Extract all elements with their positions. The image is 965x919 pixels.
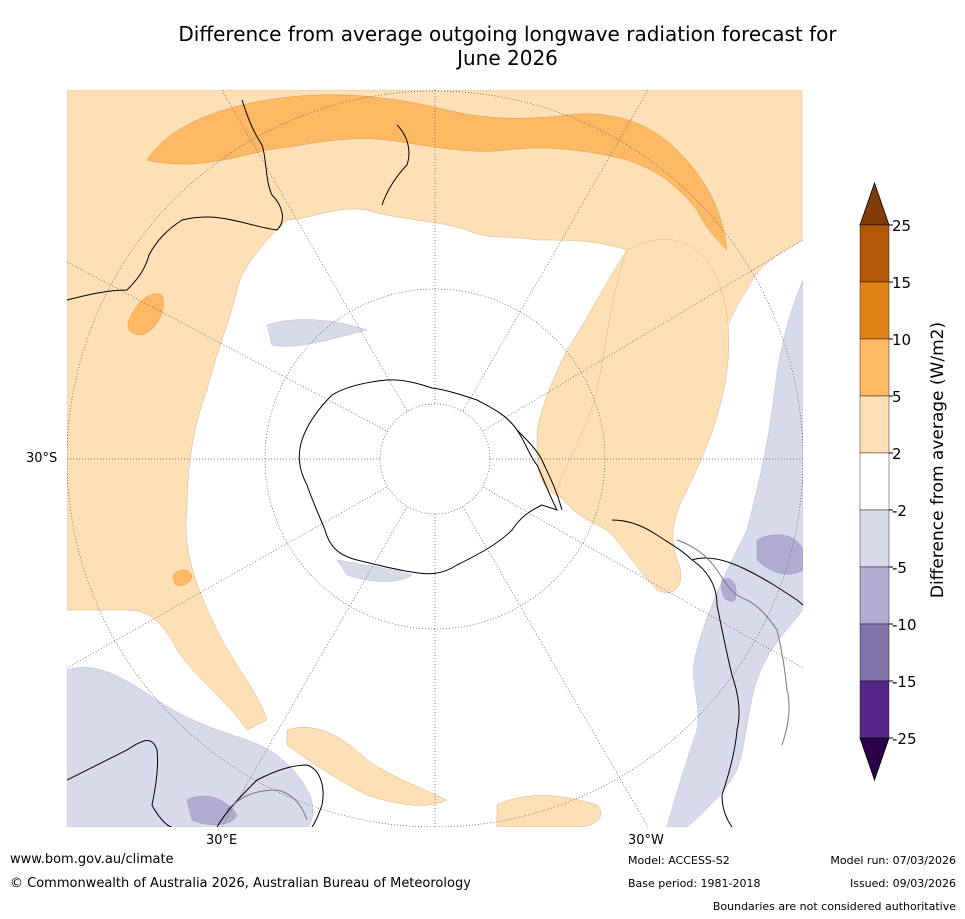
colorbar-extend-bottom [859,737,890,782]
colorbar-bin [859,281,890,340]
footer-model-run: Model run: 07/03/2026 [830,854,956,867]
country-boundary-2 [226,789,308,821]
colorbar-bin [859,566,890,625]
anomaly-region-negative-southeast [666,279,803,827]
anomaly-region-negative-southwest [67,667,313,827]
anomaly-region-negative-ring [266,319,368,347]
antarctic-peninsula [516,429,563,511]
anomaly-region-medium-negative-2 [186,795,238,825]
colorbar-tick-label: -25 [892,730,917,748]
australia-coastline [67,740,173,827]
colorbar-ticks: 25 15 10 5 2 -2 -5 -10 -15 -25 [889,217,917,748]
south-america-coastline-1 [67,99,283,301]
colorbar-tick-label: -2 [892,502,907,520]
colorbar-tick-label: -10 [892,616,917,634]
polar-map [67,90,803,827]
meridian-line [67,486,388,669]
africa-coastline [381,124,410,206]
colorbar-bin [859,452,890,511]
anomaly-region-moderate-spot-2 [172,569,193,586]
title-line-1: Difference from average outgoing longwav… [178,22,837,46]
south-america-coastline-2 [611,519,740,827]
anomaly-region-medium-negative-3 [721,578,737,602]
lon-label-30e: 30°E [206,833,238,848]
colorbar: 25 15 10 5 2 -2 -5 -10 -15 -25 Difference from av… [855,180,965,790]
meridian-line [482,486,803,669]
footer-model: Model: ACCESS-S2 [628,854,730,867]
colorbar-tick-label: 15 [892,274,911,292]
polar-map-svg [67,90,803,827]
colorbar-svg: 25 15 10 5 2 -2 -5 -10 -15 -25 Difference from av… [859,181,948,782]
footer-base-period: Base period: 1981-2018 [628,877,761,890]
anomaly-region-moderate-spot [127,293,164,336]
title-line-2: June 2026 [457,46,558,70]
colorbar-bin [859,509,890,568]
colorbar-tick-label: 5 [892,388,902,406]
colorbar-bin [859,338,890,397]
colorbar-bin [859,395,890,454]
footer-website: www.bom.gov.au/climate [10,852,174,867]
colorbar-tick-label: 2 [892,445,902,463]
colorbar-bin [859,224,890,283]
meridian-line [482,239,803,432]
anomaly-region-negative-south-antarctic [336,559,413,582]
footer-issued: Issued: 09/03/2026 [849,877,956,890]
colorbar-tick-label: -5 [892,559,907,577]
anomaly-region-positive-atlantic [556,238,730,593]
antarctica-coastline [298,379,558,575]
chart-title: Difference from average outgoing longwav… [150,22,865,70]
colorbar-extend-top [859,181,890,226]
anomaly-region-positive-south [286,727,448,806]
footer-copyright: © Commonwealth of Australia 2026, Austra… [10,876,471,891]
lon-label-30w: 30°W [628,833,664,848]
anomaly-region-moderate-north [146,94,728,251]
colorbar-bin [859,680,890,739]
anomaly-region-medium-negative [756,534,803,575]
colorbar-label: Difference from average (W/m2) [928,322,948,598]
lat-label-30s: 30°S [26,451,58,466]
australia-coastline-2 [216,764,324,827]
footer-disclaimer: Boundaries are not considered authoritat… [712,900,956,913]
anomaly-region-positive-southeast [496,795,602,827]
colorbar-tick-label: 25 [892,217,911,235]
colorbar-bin [859,623,890,682]
country-boundary [676,539,790,746]
colorbar-bins [859,181,890,782]
colorbar-tick-label: 10 [892,331,911,349]
colorbar-tick-label: -15 [892,673,917,691]
